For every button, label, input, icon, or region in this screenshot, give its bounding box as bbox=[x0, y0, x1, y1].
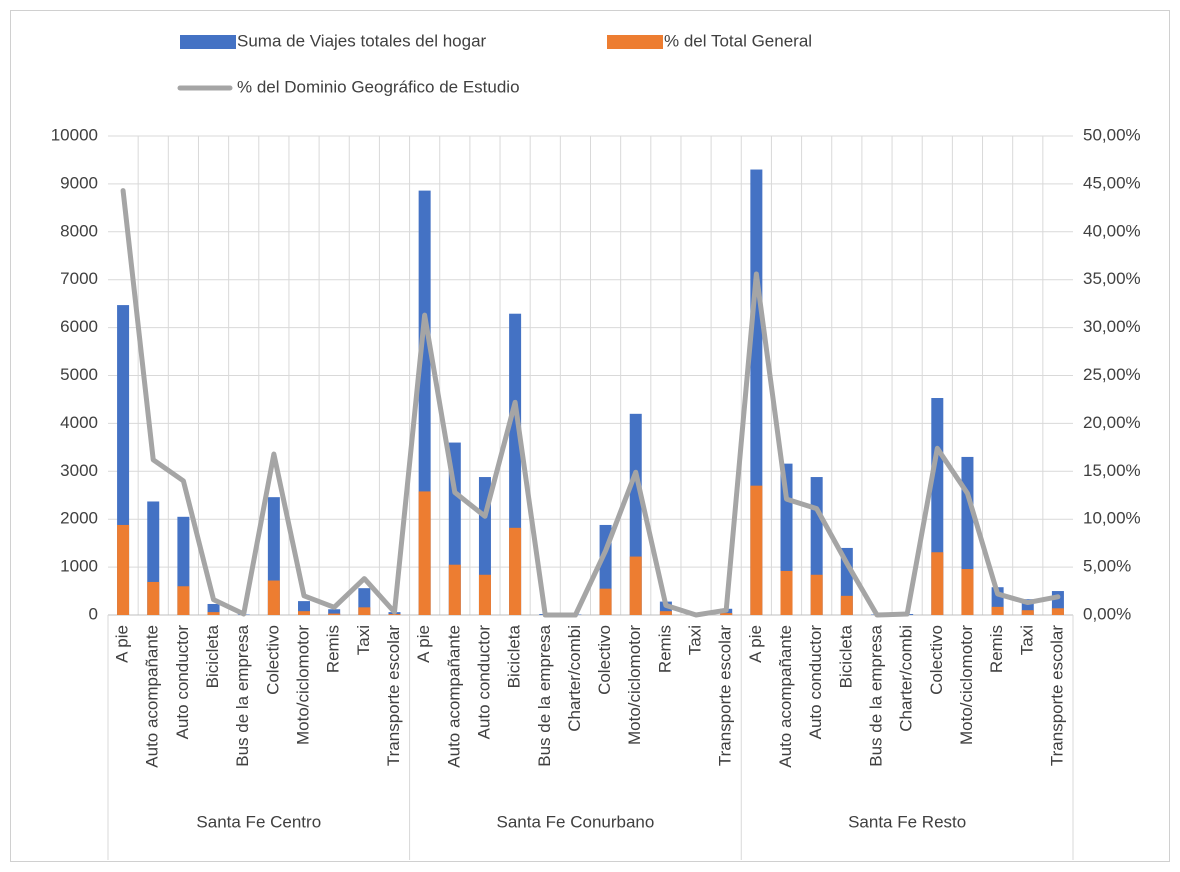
y2-tick-label: 30,00% bbox=[1083, 317, 1141, 336]
bar bbox=[629, 556, 642, 615]
bar bbox=[207, 603, 220, 615]
y2-tick-label: 15,00% bbox=[1083, 461, 1141, 480]
bar bbox=[328, 609, 341, 615]
x-tick-label: Auto acompañante bbox=[776, 625, 795, 768]
y2-tick-label: 0,00% bbox=[1083, 604, 1131, 623]
bar bbox=[1051, 608, 1064, 615]
bar bbox=[599, 588, 612, 615]
bar bbox=[298, 611, 311, 615]
bar bbox=[267, 580, 280, 615]
bar bbox=[750, 485, 763, 615]
x-tick-label: A pie bbox=[113, 625, 132, 663]
y2-tick-label: 10,00% bbox=[1083, 509, 1141, 528]
legend-label: % del Dominio Geográfico de Estudio bbox=[237, 77, 520, 96]
y2-tick-label: 35,00% bbox=[1083, 269, 1141, 288]
x-tick-label: Transporte escolar bbox=[716, 625, 735, 766]
legend-label: % del Total General bbox=[664, 31, 812, 50]
bar bbox=[1021, 610, 1034, 615]
x-tick-label: Colectivo bbox=[595, 625, 614, 695]
x-tick-label: Moto/ciclomotor bbox=[294, 625, 313, 745]
bar bbox=[720, 613, 733, 615]
bar bbox=[177, 586, 190, 615]
x-tick-label: Charter/combi bbox=[565, 625, 584, 732]
y-tick-label: 3000 bbox=[60, 461, 98, 480]
bar bbox=[418, 491, 431, 615]
y-tick-label: 10000 bbox=[51, 125, 98, 144]
y2-tick-label: 45,00% bbox=[1083, 173, 1141, 192]
bar bbox=[840, 595, 853, 615]
bar bbox=[659, 611, 672, 615]
bar bbox=[810, 574, 823, 615]
x-tick-label: Charter/combi bbox=[897, 625, 916, 732]
y-tick-label: 7000 bbox=[60, 269, 98, 288]
y2-tick-label: 20,00% bbox=[1083, 413, 1141, 432]
x-tick-label: Bus de la empresa bbox=[866, 624, 885, 766]
x-tick-label: Auto conductor bbox=[474, 625, 493, 740]
y2-tick-label: 50,00% bbox=[1083, 125, 1141, 144]
x-tick-label: Auto acompañante bbox=[143, 625, 162, 768]
bar bbox=[509, 527, 522, 615]
x-tick-label: Transporte escolar bbox=[1047, 625, 1066, 766]
bar bbox=[991, 606, 1004, 615]
x-tick-label: Moto/ciclomotor bbox=[625, 625, 644, 745]
y-tick-label: 9000 bbox=[60, 173, 98, 192]
x-tick-label: Bus de la empresa bbox=[233, 624, 252, 766]
y-tick-label: 8000 bbox=[60, 221, 98, 240]
x-tick-label: A pie bbox=[746, 625, 765, 663]
bar bbox=[358, 607, 371, 615]
x-tick-label: Remis bbox=[655, 625, 674, 673]
x-tick-label: Bicicleta bbox=[836, 624, 855, 688]
x-tick-label: Auto acompañante bbox=[444, 625, 463, 768]
legend-label: Suma de Viajes totales del hogar bbox=[237, 31, 487, 50]
x-tick-label: Colectivo bbox=[263, 625, 282, 695]
bar bbox=[117, 524, 130, 615]
x-tick-label: A pie bbox=[414, 625, 433, 663]
x-tick-label: Auto conductor bbox=[806, 625, 825, 740]
y2-tick-label: 5,00% bbox=[1083, 557, 1131, 576]
x-tick-label: Remis bbox=[987, 625, 1006, 673]
bar bbox=[448, 564, 461, 615]
x-tick-label: Taxi bbox=[1017, 625, 1036, 655]
line bbox=[120, 188, 1061, 618]
y2-tick-label: 40,00% bbox=[1083, 221, 1141, 240]
legend-swatch bbox=[180, 35, 236, 49]
x-tick-label: Remis bbox=[324, 625, 343, 673]
bar bbox=[207, 612, 220, 615]
x-tick-label: Bicicleta bbox=[505, 624, 524, 688]
y-tick-label: 1000 bbox=[60, 557, 98, 576]
y2-tick-label: 25,00% bbox=[1083, 365, 1141, 384]
y-tick-label: 6000 bbox=[60, 317, 98, 336]
y-tick-label: 4000 bbox=[60, 413, 98, 432]
bar bbox=[147, 581, 160, 615]
group-label: Santa Fe Resto bbox=[848, 812, 966, 831]
x-tick-label: Bus de la empresa bbox=[535, 624, 554, 766]
legend-swatch bbox=[607, 35, 663, 49]
x-tick-label: Moto/ciclomotor bbox=[957, 625, 976, 745]
x-tick-label: Transporte escolar bbox=[384, 625, 403, 766]
bar bbox=[478, 574, 491, 615]
x-tick-label: Taxi bbox=[354, 625, 373, 655]
bar bbox=[780, 570, 793, 615]
x-tick-label: Auto conductor bbox=[173, 625, 192, 740]
x-tick-label: Bicicleta bbox=[203, 624, 222, 688]
x-tick-label: Colectivo bbox=[927, 625, 946, 695]
bar bbox=[961, 569, 974, 615]
y-tick-label: 2000 bbox=[60, 509, 98, 528]
group-label: Santa Fe Centro bbox=[196, 812, 321, 831]
bar bbox=[931, 552, 944, 615]
x-tick-label: Taxi bbox=[686, 625, 705, 655]
bar bbox=[328, 613, 341, 615]
y-tick-label: 5000 bbox=[60, 365, 98, 384]
group-label: Santa Fe Conurbano bbox=[497, 812, 655, 831]
y-tick-label: 0 bbox=[89, 604, 98, 623]
